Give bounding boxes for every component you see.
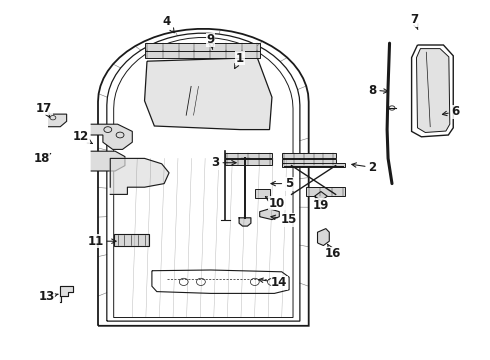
Text: 8: 8 — [368, 84, 388, 96]
Polygon shape — [110, 158, 169, 194]
Text: 18: 18 — [33, 152, 50, 165]
Text: 7: 7 — [410, 13, 418, 30]
Text: 13: 13 — [38, 291, 58, 303]
PathPatch shape — [91, 124, 132, 149]
FancyBboxPatch shape — [225, 153, 272, 158]
PathPatch shape — [318, 229, 329, 246]
FancyBboxPatch shape — [225, 159, 272, 165]
PathPatch shape — [416, 49, 450, 132]
Text: 3: 3 — [212, 156, 236, 169]
FancyBboxPatch shape — [282, 153, 336, 158]
Text: 14: 14 — [259, 276, 288, 289]
FancyBboxPatch shape — [282, 159, 336, 165]
Text: 19: 19 — [313, 197, 329, 212]
FancyBboxPatch shape — [282, 163, 345, 167]
Text: 17: 17 — [36, 102, 52, 118]
PathPatch shape — [145, 58, 272, 130]
Text: 1: 1 — [235, 52, 244, 68]
Text: 4: 4 — [163, 15, 174, 33]
Text: 6: 6 — [442, 105, 460, 118]
Text: 16: 16 — [325, 244, 342, 260]
FancyBboxPatch shape — [145, 43, 260, 51]
Text: 10: 10 — [266, 197, 285, 210]
Text: 12: 12 — [73, 130, 92, 144]
PathPatch shape — [48, 114, 67, 127]
FancyBboxPatch shape — [306, 187, 345, 196]
Text: 9: 9 — [207, 33, 215, 49]
FancyBboxPatch shape — [255, 189, 270, 198]
Text: 15: 15 — [271, 213, 297, 226]
PathPatch shape — [91, 151, 125, 171]
Text: 11: 11 — [87, 235, 116, 248]
FancyBboxPatch shape — [145, 50, 260, 58]
Polygon shape — [60, 286, 73, 302]
PathPatch shape — [260, 209, 279, 220]
FancyBboxPatch shape — [114, 234, 149, 246]
PathPatch shape — [315, 192, 327, 201]
Polygon shape — [239, 218, 251, 226]
Text: 5: 5 — [271, 177, 293, 190]
Text: 2: 2 — [352, 161, 376, 174]
